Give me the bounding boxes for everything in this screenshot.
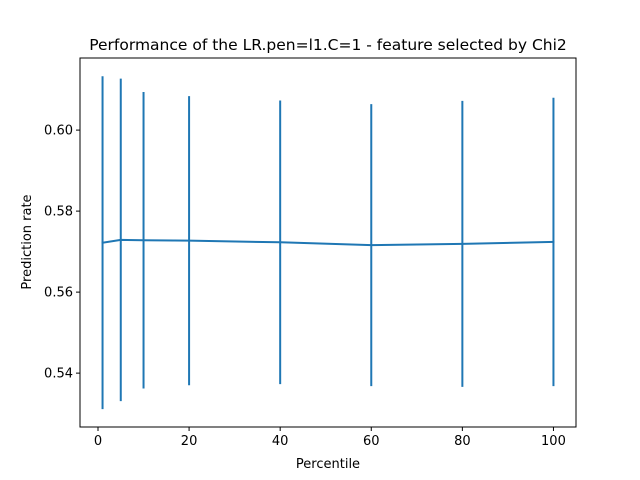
x-tick-label: 100 [541,434,566,449]
series-layer [101,238,555,247]
chart-title: Performance of the LR.pen=l1.C=1 - featu… [89,36,567,54]
y-axis-ticks: 0.54 0.56 0.58 0.60 [44,124,80,382]
x-tick-label: 40 [272,434,289,449]
y-tick-label: 0.56 [44,286,73,301]
x-tick-label: 60 [363,434,380,449]
y-tick-label: 0.60 [44,124,73,139]
x-axis-label: Percentile [296,457,360,472]
x-tick-label: 0 [94,434,102,449]
x-tick-label: 20 [181,434,198,449]
series-line [101,238,555,247]
axes-frame [79,57,577,428]
y-axis-label: Prediction rate [20,194,35,289]
x-axis-ticks: 0 20 40 60 80 100 [94,427,566,449]
y-tick-label: 0.58 [44,205,73,220]
y-tick-label: 0.54 [44,367,73,382]
x-tick-label: 80 [454,434,471,449]
